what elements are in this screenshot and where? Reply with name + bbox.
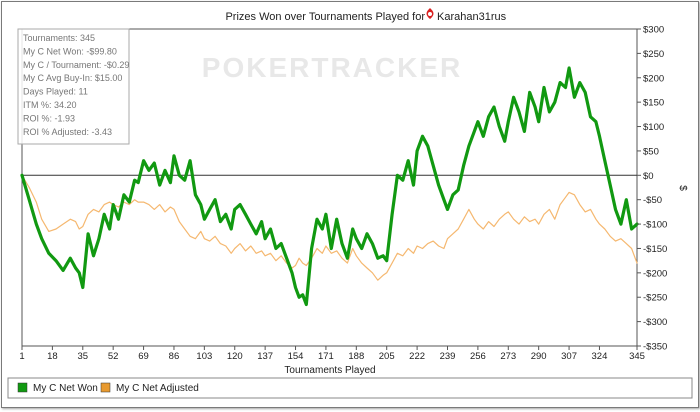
x-tick-label: 35: [77, 351, 88, 362]
stat-label: Days Played:: [23, 87, 79, 97]
legend-swatch-net-adjusted: [100, 382, 111, 393]
x-tick-label: 120: [227, 351, 243, 362]
x-tick-label: 1: [19, 351, 24, 362]
y-tick-label: $0: [643, 171, 654, 182]
stat-value: -$99.80: [86, 46, 117, 56]
x-tick-label: 154: [288, 351, 304, 362]
x-tick-label: 137: [257, 351, 273, 362]
x-tick-label: 205: [379, 351, 395, 362]
stat-row: My C Avg Buy-In: $15.00: [23, 73, 122, 83]
stat-label: My C Net Won:: [23, 46, 86, 56]
y-tick-label: -$150: [643, 244, 667, 255]
stat-label: ROI %:: [23, 113, 55, 123]
y-tick-label: $150: [643, 98, 664, 109]
x-tick-label: 345: [629, 351, 645, 362]
x-tick-label: 103: [196, 351, 212, 362]
stat-row: ROI % Adjusted: -3.43: [23, 127, 112, 137]
stat-label: Tournaments:: [23, 33, 80, 43]
y-tick-label: -$200: [643, 268, 667, 279]
y-tick-label: $50: [643, 146, 659, 157]
watermark: POKERTRACKER: [202, 52, 462, 83]
x-tick-label: 171: [318, 351, 334, 362]
stat-value: 345: [80, 33, 95, 43]
chart-title: Prizes Won over Tournaments Played for: [225, 11, 425, 23]
stat-label: My C Avg Buy-In:: [23, 73, 95, 83]
tick-labels: $300 $250 $200 $150 $100 $50 $0 -$50 -$100 -$150 -…: [19, 25, 667, 363]
legend: My C Net Won My C Net Adjusted: [7, 377, 693, 399]
x-tick-label: 222: [409, 351, 425, 362]
stat-value: -3.43: [92, 127, 113, 137]
y-tick-label: $300: [643, 25, 664, 36]
y-tick-label: -$350: [643, 342, 667, 353]
y-tick-label: $200: [643, 73, 664, 84]
player-icon: [426, 8, 434, 19]
stat-label: ROI % Adjusted:: [23, 127, 92, 137]
y-tick-label: -$100: [643, 220, 667, 231]
series-layer: [20, 66, 639, 307]
x-tick-label: 239: [440, 351, 456, 362]
stat-row: My C Net Won: -$99.80: [23, 46, 117, 56]
stat-row: Tournaments: 345: [23, 33, 95, 43]
stat-value: 34.20: [54, 100, 77, 110]
stat-row: ITM %: 34.20: [23, 100, 77, 110]
x-tick-label: 307: [561, 351, 577, 362]
x-tick-label: 256: [470, 351, 486, 362]
x-tick-label: 69: [138, 351, 149, 362]
y-tick-label: -$300: [643, 317, 667, 328]
x-axis-label: Tournaments Played: [284, 365, 375, 376]
y-axis-label: $: [677, 185, 688, 191]
x-tick-label: 86: [169, 351, 180, 362]
series-line-net-won: [20, 66, 639, 307]
y-tick-label: $100: [643, 122, 664, 133]
y-tick-label: -$50: [643, 195, 662, 206]
y-tick-label: -$250: [643, 293, 667, 304]
x-tick-label: 188: [348, 351, 364, 362]
legend-swatch-net-won: [17, 382, 28, 393]
stat-value: 11: [79, 87, 88, 97]
stat-label: My C / Tournament:: [23, 60, 104, 70]
stat-label: ITM %:: [23, 100, 54, 110]
player-name: Karahan31rus: [437, 11, 507, 23]
legend-label-net-adjusted: My C Net Adjusted: [116, 383, 199, 394]
x-tick-label: 290: [531, 351, 547, 362]
x-tick-label: 52: [108, 351, 119, 362]
stat-value: $15.00: [95, 73, 123, 83]
stat-value: -1.93: [55, 113, 76, 123]
legend-label-net-won: My C Net Won: [33, 383, 98, 394]
x-tick-label: 324: [592, 351, 608, 362]
y-tick-label: $250: [643, 49, 664, 60]
stat-value: -$0.29: [104, 60, 130, 70]
x-tick-label: 18: [47, 351, 58, 362]
x-tick-label: 273: [500, 351, 516, 362]
stat-row: Days Played: 11: [23, 87, 88, 97]
series-line-net-adjusted: [21, 174, 638, 281]
stat-row: My C / Tournament: -$0.29: [23, 60, 129, 70]
stat-row: ROI %: -1.93: [23, 113, 75, 123]
chart: Prizes Won over Tournaments Played for K…: [7, 8, 693, 399]
